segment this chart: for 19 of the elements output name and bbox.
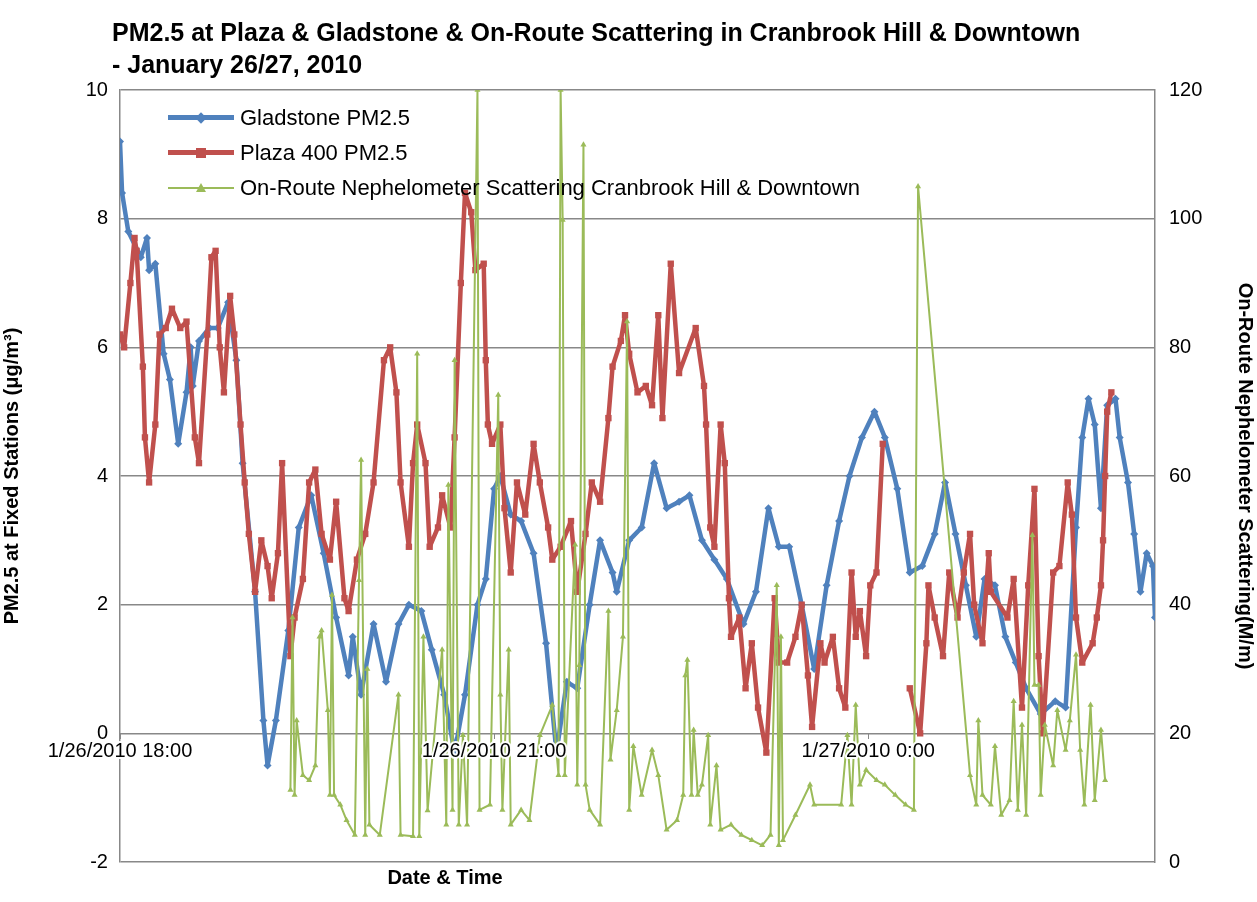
y2-tick-label: 20 — [1169, 720, 1192, 743]
y-tick-label: 10 — [85, 77, 108, 100]
x-axis-title: Date & Time — [386, 866, 504, 889]
y-tick-label: 6 — [96, 334, 108, 357]
legend-label: Gladstone PM2.5 — [240, 104, 410, 132]
y2-tick-label: 120 — [1169, 77, 1203, 100]
y2-tick-label: 40 — [1169, 592, 1192, 615]
y-axis-title: PM2.5 at Fixed Stations (μg/m³) — [0, 327, 22, 625]
y2-tick-label: 80 — [1169, 334, 1192, 357]
y-tick-label: -2 — [90, 849, 108, 872]
y-tick-label: 4 — [96, 463, 108, 486]
legend-label: Plaza 400 PM2.5 — [240, 139, 408, 167]
y2-axis-title: On-Route Nephelometer Scattering(M/m) — [1235, 282, 1257, 670]
chart-title: PM2.5 at Plaza & Gladstone & On-Route Scattering in Cranbrook Hill & Downtown - January 26/27, 2010 — [112, 17, 1082, 80]
y2-tick-label: 100 — [1169, 206, 1203, 229]
y-tick-label: 2 — [96, 592, 108, 615]
y-tick-label: 8 — [96, 206, 108, 229]
y2-tick-label: 0 — [1169, 849, 1181, 872]
y2-tick-label: 60 — [1169, 463, 1192, 486]
